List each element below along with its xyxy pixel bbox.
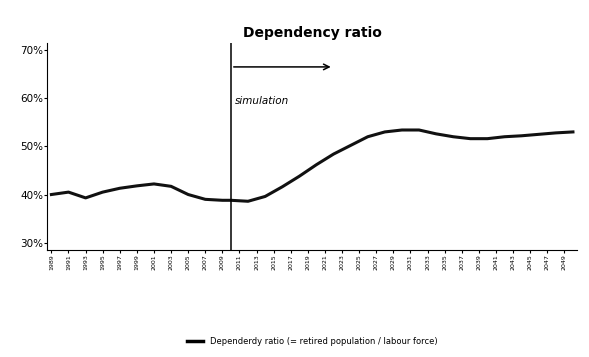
Text: simulation: simulation bbox=[235, 96, 289, 106]
Legend: Dependerdy ratio (= retired population / labour force): Dependerdy ratio (= retired population /… bbox=[183, 333, 441, 349]
Title: Dependency ratio: Dependency ratio bbox=[243, 26, 382, 40]
